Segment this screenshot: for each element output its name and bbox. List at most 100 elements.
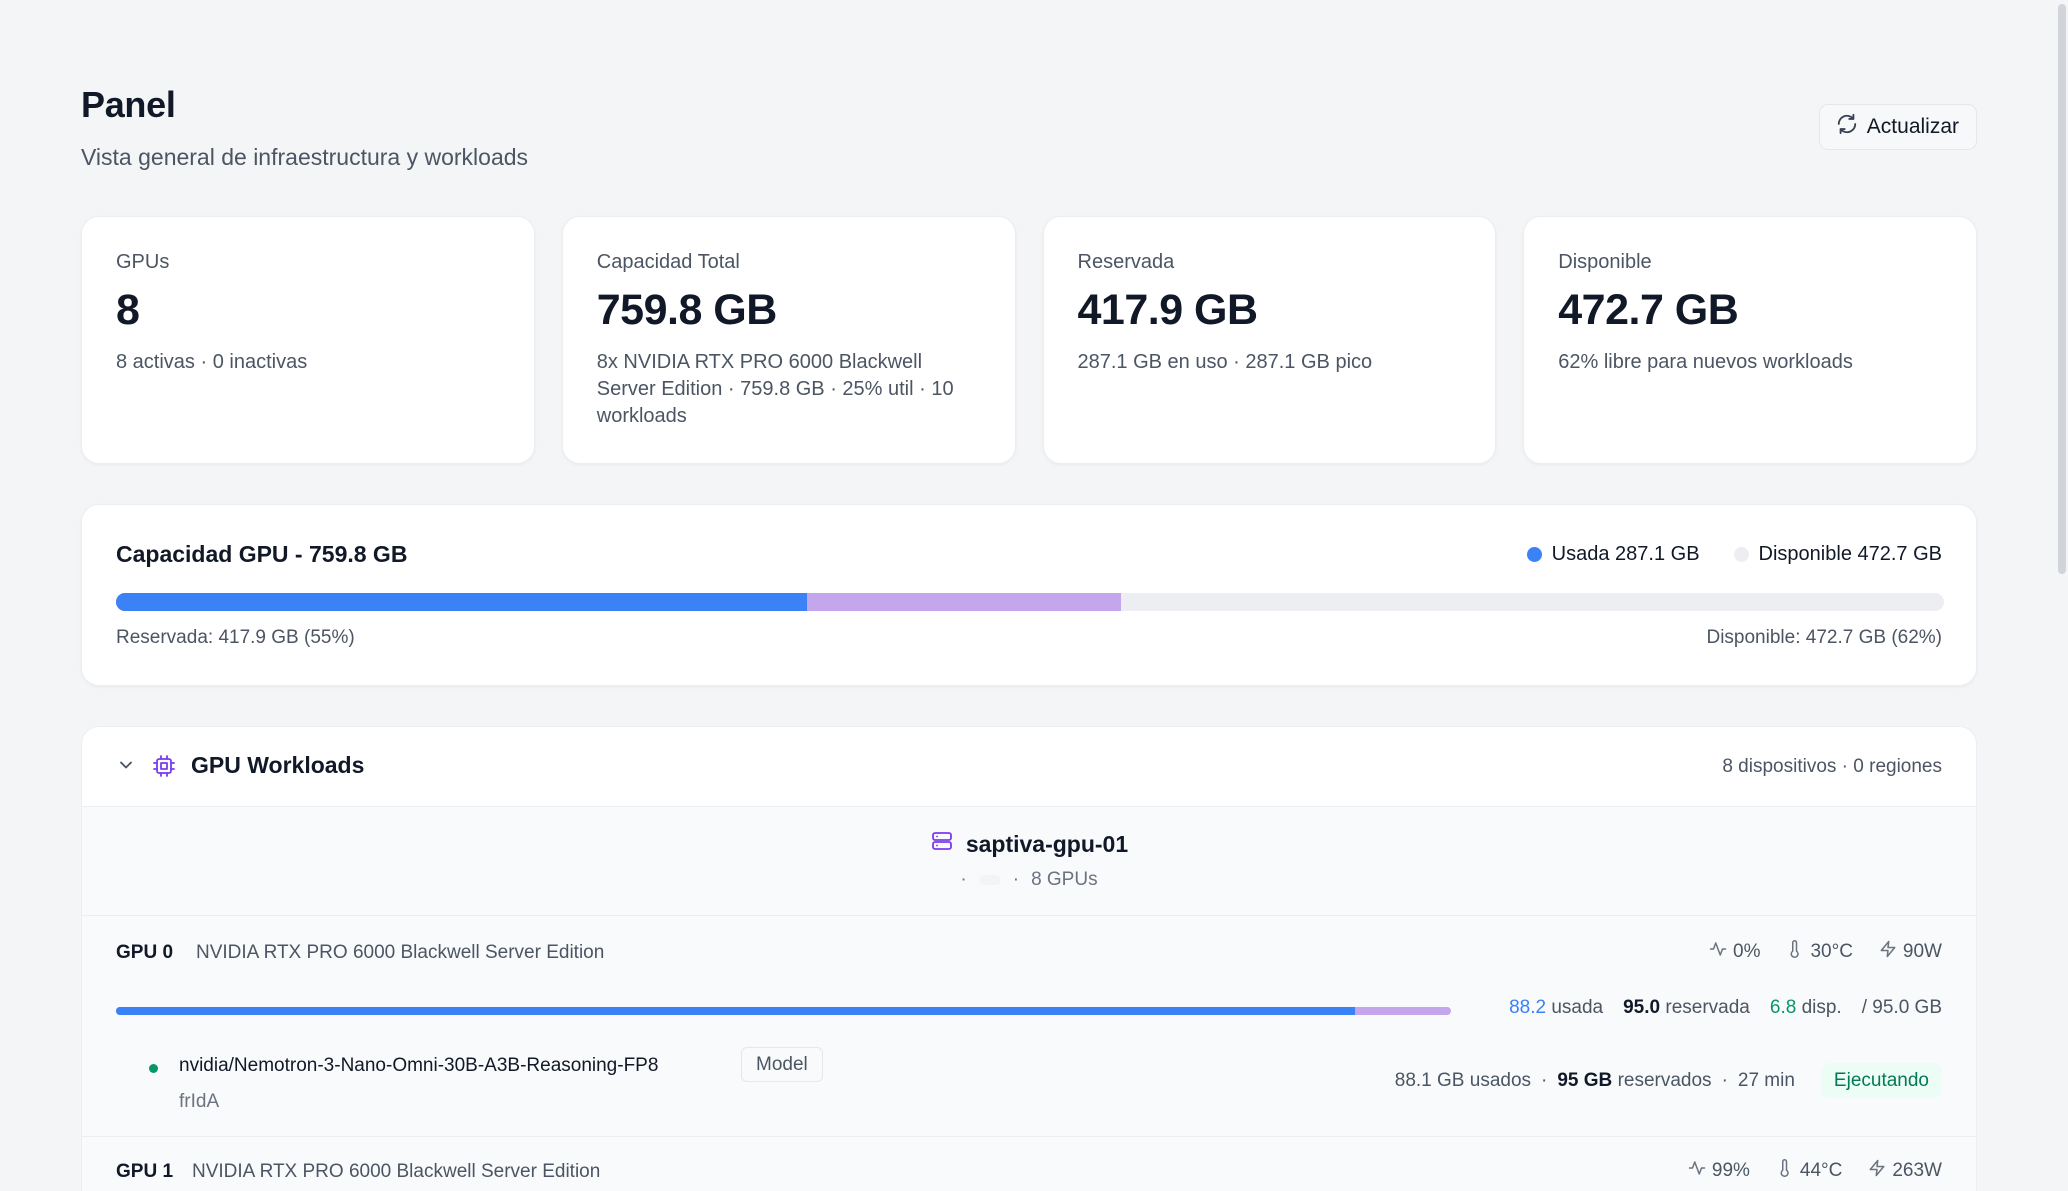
workloads-header[interactable]: GPU Workloads 8 dispositivos · 0 regione… (82, 727, 1976, 807)
workload-age: 27 min (1737, 1069, 1795, 1091)
gpu-power-value: 90W (1902, 941, 1942, 962)
legend-available: Disponible 472.7 GB (1733, 543, 1942, 566)
status-dot (149, 1064, 158, 1073)
gpu-workloads-panel: GPU Workloads 8 dispositivos · 0 regione… (81, 726, 1977, 1191)
card-value: 417.9 GB (1077, 286, 1259, 334)
workload-name[interactable]: nvidia/Nemotron-3-Nano-Omni-30B-A3B-Reas… (179, 1055, 659, 1076)
legend-available-label: Disponible 472.7 GB (1758, 543, 1942, 565)
gpu-temp: 30°C (1786, 940, 1853, 964)
stat-card-reserved: Reservada 417.9 GB 287.1 GB en uso · 287… (1042, 216, 1497, 464)
activity-icon (1688, 1159, 1706, 1183)
node-name: saptiva-gpu-01 (965, 830, 1129, 857)
workload-used: 88.1 GB usados (1394, 1069, 1532, 1091)
separator: · (960, 869, 967, 890)
card-subtext: 287.1 GB en uso · 287.1 GB pico (1077, 351, 1373, 373)
card-label: GPUs (116, 251, 170, 273)
node-region-pill (978, 875, 1001, 885)
gpu-util-value: 0% (1733, 941, 1761, 962)
card-label: Capacidad Total (596, 251, 740, 273)
legend-available-dot (1733, 547, 1749, 562)
thermometer-icon (1776, 1159, 1794, 1183)
gpu-memory-reserved-value: 95.0 (1623, 997, 1661, 1018)
thermometer-icon (1786, 940, 1804, 964)
workload-type-badge: Model (741, 1047, 823, 1082)
gpu-memory-used-value: 88.2 (1509, 997, 1547, 1018)
node-subinfo: · · 8 GPUs (82, 869, 1976, 891)
gpu-model: NVIDIA RTX PRO 6000 Blackwell Server Edi… (192, 1161, 601, 1182)
workload-item[interactable]: nvidia/Nemotron-3-Nano-Omni-30B-A3B-Reas… (82, 1041, 1976, 1136)
cpu-chip-icon (152, 754, 176, 778)
capacity-legend: Usada 287.1 GB Disponible 472.7 GB (1526, 543, 1942, 566)
gpu-memory-reserved: 95.0 reservada (1623, 997, 1750, 1019)
legend-used-dot (1526, 547, 1542, 562)
card-subtext: 62% libre para nuevos workloads (1558, 351, 1853, 373)
workloads-meta: 8 dispositivos · 0 regiones (1722, 756, 1942, 777)
capacity-bar (116, 593, 1944, 611)
gpu-power: 90W (1879, 940, 1942, 964)
gpu-row-0: GPU 0 NVIDIA RTX PRO 6000 Blackwell Serv… (82, 916, 1976, 1136)
gpu-temp-value: 30°C (1810, 941, 1853, 962)
capacity-title: Capacidad GPU - 759.8 GB (116, 541, 408, 567)
gpu-util: 0% (1709, 940, 1760, 964)
stat-cards: GPUs 8 8 activas · 0 inactivas Capacidad… (81, 216, 1977, 464)
gpu-memory-legend: 88.2 usada 95.0 reservada 6.8 disp. / 95… (1509, 997, 1942, 1019)
gpu-memory-available-value: 6.8 (1769, 997, 1797, 1018)
workload-id: frIdA (179, 1091, 220, 1112)
workloads-title: GPU Workloads (191, 752, 365, 778)
status-badge: Ejecutando (1820, 1063, 1942, 1098)
divider (82, 1136, 1976, 1137)
stat-card-available: Disponible 472.7 GB 62% libre para nuevo… (1523, 216, 1977, 464)
workload-reserved-value: 95 GB (1557, 1069, 1613, 1091)
refresh-icon (1836, 113, 1858, 141)
capacity-reserved-text: Reservada: 417.9 GB (55%) (116, 627, 355, 648)
stat-card-total-capacity: Capacidad Total 759.8 GB 8x NVIDIA RTX P… (561, 216, 1016, 464)
gpu-memory-total: / 95.0 GB (1861, 997, 1942, 1018)
gpu-memory-bar (116, 1007, 1451, 1015)
page-scrollbar[interactable] (2056, 0, 2068, 1191)
node-name-row: saptiva-gpu-01 (82, 829, 1976, 859)
scrollbar-thumb[interactable] (2058, 4, 2066, 574)
gpu-memory-bar-used (116, 1007, 1355, 1015)
gpu-stats: 99% 44°C 263W (1688, 1159, 1942, 1183)
chevron-down-icon[interactable] (116, 755, 136, 775)
separator: · (1012, 869, 1020, 890)
gpu-temp-value: 44°C (1799, 1160, 1843, 1181)
node-header: saptiva-gpu-01 · · 8 GPUs (82, 807, 1976, 916)
gpu-temp: 44°C (1776, 1159, 1842, 1183)
lightning-icon (1879, 940, 1897, 964)
lightning-icon (1868, 1159, 1886, 1183)
legend-used: Usada 287.1 GB (1526, 543, 1700, 566)
gpu-capacity-panel: Capacidad GPU - 759.8 GB Usada 287.1 GB … (81, 504, 1977, 686)
gpu-label: GPU 0 (116, 942, 174, 963)
capacity-bar-used (116, 593, 807, 611)
card-label: Reservada (1077, 251, 1175, 273)
separator: · (1541, 1069, 1548, 1091)
activity-icon (1709, 940, 1727, 964)
gpu-row-1: GPU 1 NVIDIA RTX PRO 6000 Blackwell Serv… (82, 1137, 1976, 1191)
server-icon (930, 829, 954, 859)
gpu-memory-used: 88.2 usada (1509, 997, 1603, 1019)
gpu-util-value: 99% (1711, 1160, 1750, 1181)
capacity-available-text: Disponible: 472.7 GB (62%) (1706, 627, 1942, 648)
workload-reserved-label: reservados (1617, 1069, 1712, 1091)
card-subtext: 8x NVIDIA RTX PRO 6000 Blackwell Server … (596, 351, 954, 427)
gpu-memory-reserved-label: reservada (1665, 997, 1750, 1018)
legend-used-label: Usada 287.1 GB (1551, 543, 1700, 565)
page-subtitle: Vista general de infraestructura y workl… (81, 144, 529, 170)
gpu-stats: 0% 30°C 90W (1709, 940, 1942, 964)
card-subtext: 8 activas · 0 inactivas (116, 351, 308, 373)
gpu-model: NVIDIA RTX PRO 6000 Blackwell Server Edi… (196, 942, 605, 963)
card-label: Disponible (1558, 251, 1652, 273)
refresh-button[interactable]: Actualizar (1818, 104, 1977, 150)
gpu-memory-available: 6.8 disp. (1770, 997, 1842, 1019)
workload-reserved: 95 GB reservados (1557, 1070, 1711, 1092)
gpu-power-value: 263W (1892, 1160, 1942, 1181)
gpu-util: 99% (1688, 1159, 1750, 1183)
node-gpu-count: 8 GPUs (1031, 869, 1098, 890)
page-header: Panel Vista general de infraestructura y… (81, 84, 1977, 184)
refresh-button-label: Actualizar (1866, 115, 1959, 138)
card-value: 472.7 GB (1558, 286, 1739, 334)
page-title: Panel (81, 84, 176, 125)
stat-card-gpus: GPUs 8 8 activas · 0 inactivas (81, 216, 535, 464)
gpu-memory-used-label: usada (1551, 997, 1604, 1018)
